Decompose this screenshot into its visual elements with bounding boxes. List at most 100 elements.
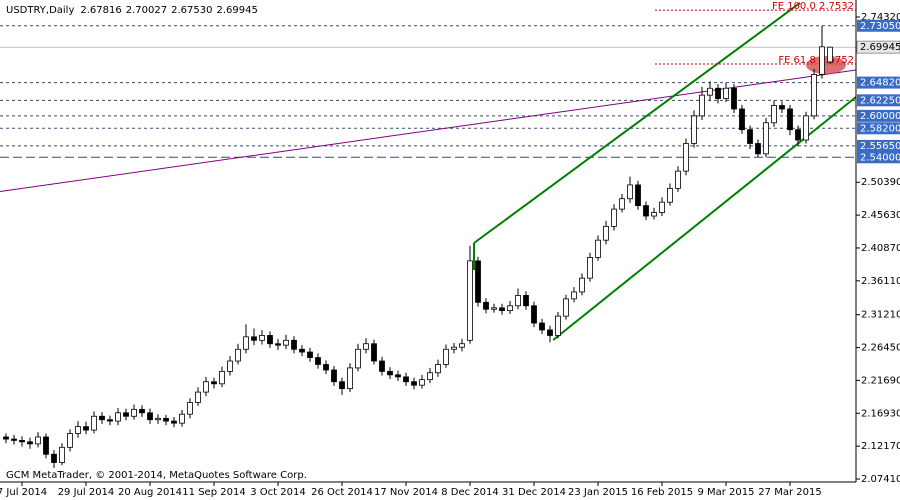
candle-body bbox=[171, 420, 177, 424]
candle-body bbox=[731, 87, 737, 110]
x-tick-label: 8 Dec 2014 bbox=[441, 487, 499, 498]
candle-body bbox=[139, 408, 145, 414]
level-label: 2.58200 bbox=[860, 123, 900, 134]
candle-body bbox=[635, 184, 641, 207]
candle-body bbox=[219, 370, 225, 385]
candle-body bbox=[339, 381, 345, 390]
fibo-label: FE 100.0 2.7532 bbox=[772, 1, 854, 12]
fibo-label: FE 61.8 2.6752 bbox=[778, 55, 854, 66]
candle-body bbox=[67, 433, 73, 448]
candle-body bbox=[795, 129, 801, 141]
y-tick-label: 2.31210 bbox=[861, 310, 900, 321]
candle-body bbox=[243, 336, 249, 350]
candle-body bbox=[699, 94, 705, 117]
candle-body bbox=[51, 453, 57, 463]
candle-body bbox=[331, 369, 337, 383]
candle-body bbox=[723, 87, 729, 100]
candle-body bbox=[555, 315, 561, 336]
level-label: 2.55650 bbox=[860, 141, 900, 152]
candle-body bbox=[291, 339, 297, 350]
level-box bbox=[857, 151, 900, 164]
candle-body bbox=[163, 417, 169, 422]
x-tick-label: 20 Aug 2014 bbox=[118, 487, 182, 498]
candle-body bbox=[819, 46, 825, 75]
candle-body bbox=[267, 335, 273, 345]
level-label: 2.64820 bbox=[860, 78, 900, 89]
candle-body bbox=[803, 115, 809, 141]
y-tick-label: 2.12170 bbox=[861, 441, 900, 452]
candle-body bbox=[195, 391, 201, 403]
quote: 2.67530 bbox=[171, 5, 212, 16]
y-tick-label: 2.74320 bbox=[861, 12, 900, 23]
candle-body bbox=[307, 351, 313, 358]
candle-body bbox=[619, 198, 625, 210]
candle-body bbox=[83, 426, 89, 431]
quote: 2.67816 bbox=[80, 5, 121, 16]
x-tick-label: 27 Mar 2015 bbox=[758, 487, 821, 498]
candle-body bbox=[131, 408, 137, 417]
candle-body bbox=[371, 343, 377, 362]
candle-body bbox=[443, 348, 449, 365]
candle-body bbox=[315, 357, 321, 365]
candle-body bbox=[75, 426, 81, 434]
candle-body bbox=[235, 348, 241, 362]
quote: 2.69945 bbox=[216, 5, 257, 16]
candle-body bbox=[275, 343, 281, 346]
x-tick-label: 16 Feb 2015 bbox=[631, 487, 693, 498]
candle-body bbox=[3, 436, 9, 440]
candle-body bbox=[227, 360, 233, 372]
candle-body bbox=[11, 438, 17, 441]
trendline bbox=[0, 69, 856, 192]
candle-body bbox=[747, 129, 753, 144]
candle-body bbox=[531, 305, 537, 324]
candle-body bbox=[771, 105, 777, 124]
candle-body bbox=[59, 446, 65, 463]
candle-body bbox=[499, 307, 505, 312]
candle-body bbox=[187, 402, 193, 415]
candle-body bbox=[643, 205, 649, 217]
candle-body bbox=[451, 346, 457, 350]
candle-body bbox=[507, 305, 513, 312]
y-tick-label: 2.07410 bbox=[861, 474, 900, 485]
candle-body bbox=[115, 412, 121, 422]
axes: 2.07410 2.12170 2.16930 2.21690 2.26450 2.312… bbox=[0, 12, 900, 498]
level-label: 2.73050 bbox=[860, 21, 900, 32]
candle-body bbox=[355, 348, 361, 369]
candle-body bbox=[347, 367, 353, 390]
candle-body bbox=[363, 343, 369, 350]
candle-body bbox=[467, 260, 473, 341]
candle-body bbox=[595, 239, 601, 258]
y-tick-label: 2.26450 bbox=[861, 343, 900, 354]
x-tick-label: 26 Oct 2014 bbox=[311, 487, 373, 498]
candle-body bbox=[323, 364, 329, 371]
footer: GCM MetaTrader, © 2001-2014, MetaQuotes … bbox=[6, 470, 307, 481]
candle-body bbox=[763, 122, 769, 155]
candle-body bbox=[283, 339, 289, 346]
candle-body bbox=[571, 291, 577, 300]
candle-body bbox=[627, 184, 633, 200]
candle-body bbox=[251, 336, 257, 341]
candle-body bbox=[779, 105, 785, 110]
candle-body bbox=[211, 381, 217, 385]
level-box bbox=[857, 139, 900, 152]
candle-body bbox=[43, 436, 49, 455]
candle-body bbox=[35, 436, 41, 445]
candle-body bbox=[387, 370, 393, 376]
level-label: 2.54000 bbox=[860, 152, 900, 163]
x-tick-label: 29 Jul 2014 bbox=[58, 487, 115, 498]
candle-body bbox=[651, 212, 657, 217]
level-label: 2.60000 bbox=[860, 111, 900, 122]
candle-body bbox=[611, 208, 617, 227]
candle-body bbox=[707, 87, 713, 96]
symbol: USDTRY,Daily bbox=[6, 5, 74, 16]
candle-body bbox=[539, 322, 545, 331]
candle-body bbox=[27, 441, 33, 445]
candle-body bbox=[491, 307, 497, 310]
candle-body bbox=[427, 372, 433, 381]
level-box bbox=[857, 76, 900, 89]
candle-body bbox=[19, 440, 25, 443]
candle-body bbox=[419, 379, 425, 386]
x-tick-label: 7 Jul 2014 bbox=[0, 487, 47, 498]
candle-body bbox=[787, 108, 793, 131]
